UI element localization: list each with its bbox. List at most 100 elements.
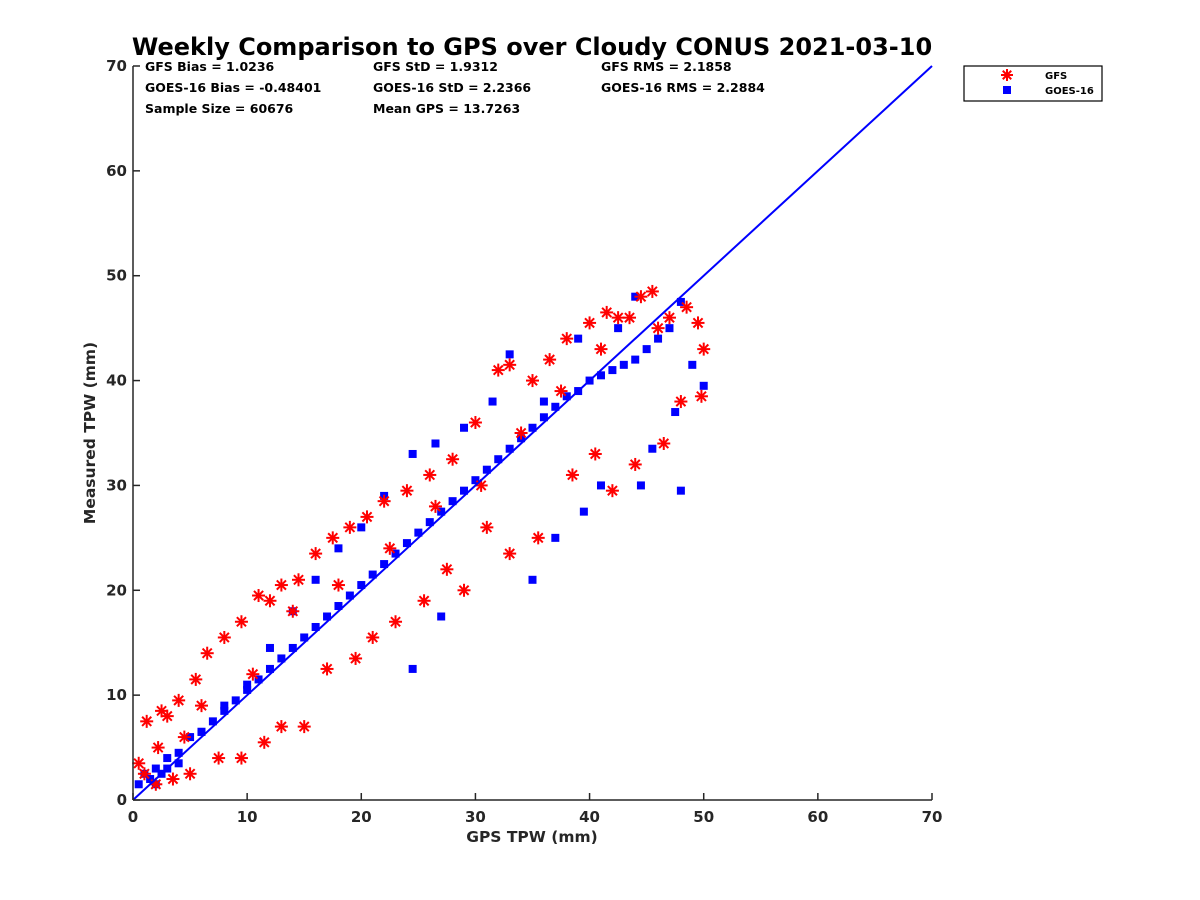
gfs-point <box>645 284 659 298</box>
goes-16-point <box>151 764 160 773</box>
gfs-point <box>423 468 437 482</box>
goes-16-point <box>482 465 491 474</box>
goes-16-point <box>551 533 560 542</box>
gfs-point <box>246 667 260 681</box>
gfs-point <box>137 767 151 781</box>
y-tick-label: 60 <box>106 162 127 180</box>
goes-16-point <box>574 334 583 343</box>
goes-16-point <box>579 507 588 516</box>
gfs-point <box>514 426 528 440</box>
gfs-point <box>217 630 231 644</box>
x-axis-label: GPS TPW (mm) <box>466 828 598 846</box>
x-tick-label: 30 <box>465 808 486 826</box>
gfs-series <box>132 284 711 791</box>
gfs-point <box>480 520 494 534</box>
goes-16-point <box>220 701 229 710</box>
goes-16-point <box>243 680 252 689</box>
gfs-point <box>680 300 694 314</box>
gfs-point <box>297 720 311 734</box>
goes-16-point <box>676 297 685 306</box>
gfs-point <box>263 594 277 608</box>
stat-sample-size: Sample Size = 60676 <box>145 101 294 116</box>
goes-16-point <box>431 439 440 448</box>
goes-16-point <box>265 664 274 673</box>
gfs-point <box>623 311 637 325</box>
gfs-point <box>326 531 340 545</box>
goes-16-point <box>494 455 503 464</box>
gfs-point <box>565 468 579 482</box>
stats-panel: GFS Bias = 1.0236 GFS StD = 1.9312 GFS R… <box>145 59 765 116</box>
goes-16-point <box>648 444 657 453</box>
gfs-point <box>234 615 248 629</box>
gfs-point <box>491 363 505 377</box>
goes-16-point <box>528 423 537 432</box>
goes-16-point <box>163 754 172 763</box>
legend-gfs-marker <box>1001 69 1013 81</box>
x-tick-label: 60 <box>807 808 828 826</box>
gfs-point <box>331 578 345 592</box>
gfs-point <box>611 311 625 325</box>
gfs-point <box>366 630 380 644</box>
gfs-point <box>286 604 300 618</box>
goes-16-point <box>323 612 332 621</box>
gfs-point <box>526 374 539 388</box>
goes-16-point <box>345 591 354 600</box>
gfs-point <box>588 447 602 461</box>
stat-goes-std: GOES-16 StD = 2.2366 <box>373 80 531 95</box>
gfs-point <box>691 316 705 330</box>
gfs-point <box>320 662 334 676</box>
gfs-point <box>503 547 517 561</box>
y-tick-label: 70 <box>106 57 127 75</box>
x-ticks: 0 10 20 30 40 50 60 70 <box>128 793 942 826</box>
reference-line <box>132 65 933 801</box>
legend-gfs-label: GFS <box>1045 71 1067 82</box>
gfs-point <box>440 562 454 576</box>
goes-16-point <box>300 633 309 642</box>
goes-16-point <box>488 397 497 406</box>
y-tick-label: 30 <box>106 476 127 494</box>
goes-16-point <box>448 497 457 506</box>
goes-16-point <box>551 402 560 411</box>
goes-16-point <box>174 759 183 768</box>
gfs-point <box>583 316 597 330</box>
goes-16-point <box>614 324 623 333</box>
goes-16-point <box>334 602 343 611</box>
gfs-point <box>428 499 442 513</box>
gfs-point <box>377 494 391 508</box>
goes-16-point <box>539 413 548 422</box>
goes-16-point <box>220 706 229 715</box>
gfs-point <box>234 751 248 765</box>
gfs-point <box>531 531 545 545</box>
goes-16-point <box>402 539 411 548</box>
gfs-point <box>554 384 568 398</box>
gfs-point <box>634 290 648 304</box>
stat-gfs-std: GFS StD = 1.9312 <box>373 59 498 74</box>
goes-16-point <box>357 581 366 590</box>
goes-16-point <box>425 518 434 527</box>
goes-16-point <box>596 371 605 380</box>
gfs-point <box>468 416 482 430</box>
y-tick-label: 20 <box>106 581 127 599</box>
goes-16-point <box>505 444 514 453</box>
goes-16-point <box>311 622 320 631</box>
goes-16-point <box>528 575 537 584</box>
gfs-point <box>503 358 517 372</box>
stat-gfs-rms: GFS RMS = 2.1858 <box>601 59 732 74</box>
goes-16-point <box>676 486 685 495</box>
goes-16-point <box>619 360 628 369</box>
y-ticks: 0 10 20 30 40 50 60 70 <box>106 57 140 809</box>
gfs-point <box>457 583 471 597</box>
gfs-point <box>257 735 271 749</box>
gfs-point <box>662 311 676 325</box>
legend-goes-marker <box>1003 86 1011 94</box>
goes-16-point <box>688 360 697 369</box>
gfs-point <box>132 756 146 770</box>
y-tick-label: 40 <box>106 372 127 390</box>
gfs-point <box>172 693 186 707</box>
stat-goes-rms: GOES-16 RMS = 2.2884 <box>601 80 765 95</box>
stat-mean-gps: Mean GPS = 13.7263 <box>373 101 520 116</box>
goes-16-point <box>699 381 708 390</box>
goes-16-point <box>208 717 217 726</box>
goes-16-point <box>437 507 446 516</box>
